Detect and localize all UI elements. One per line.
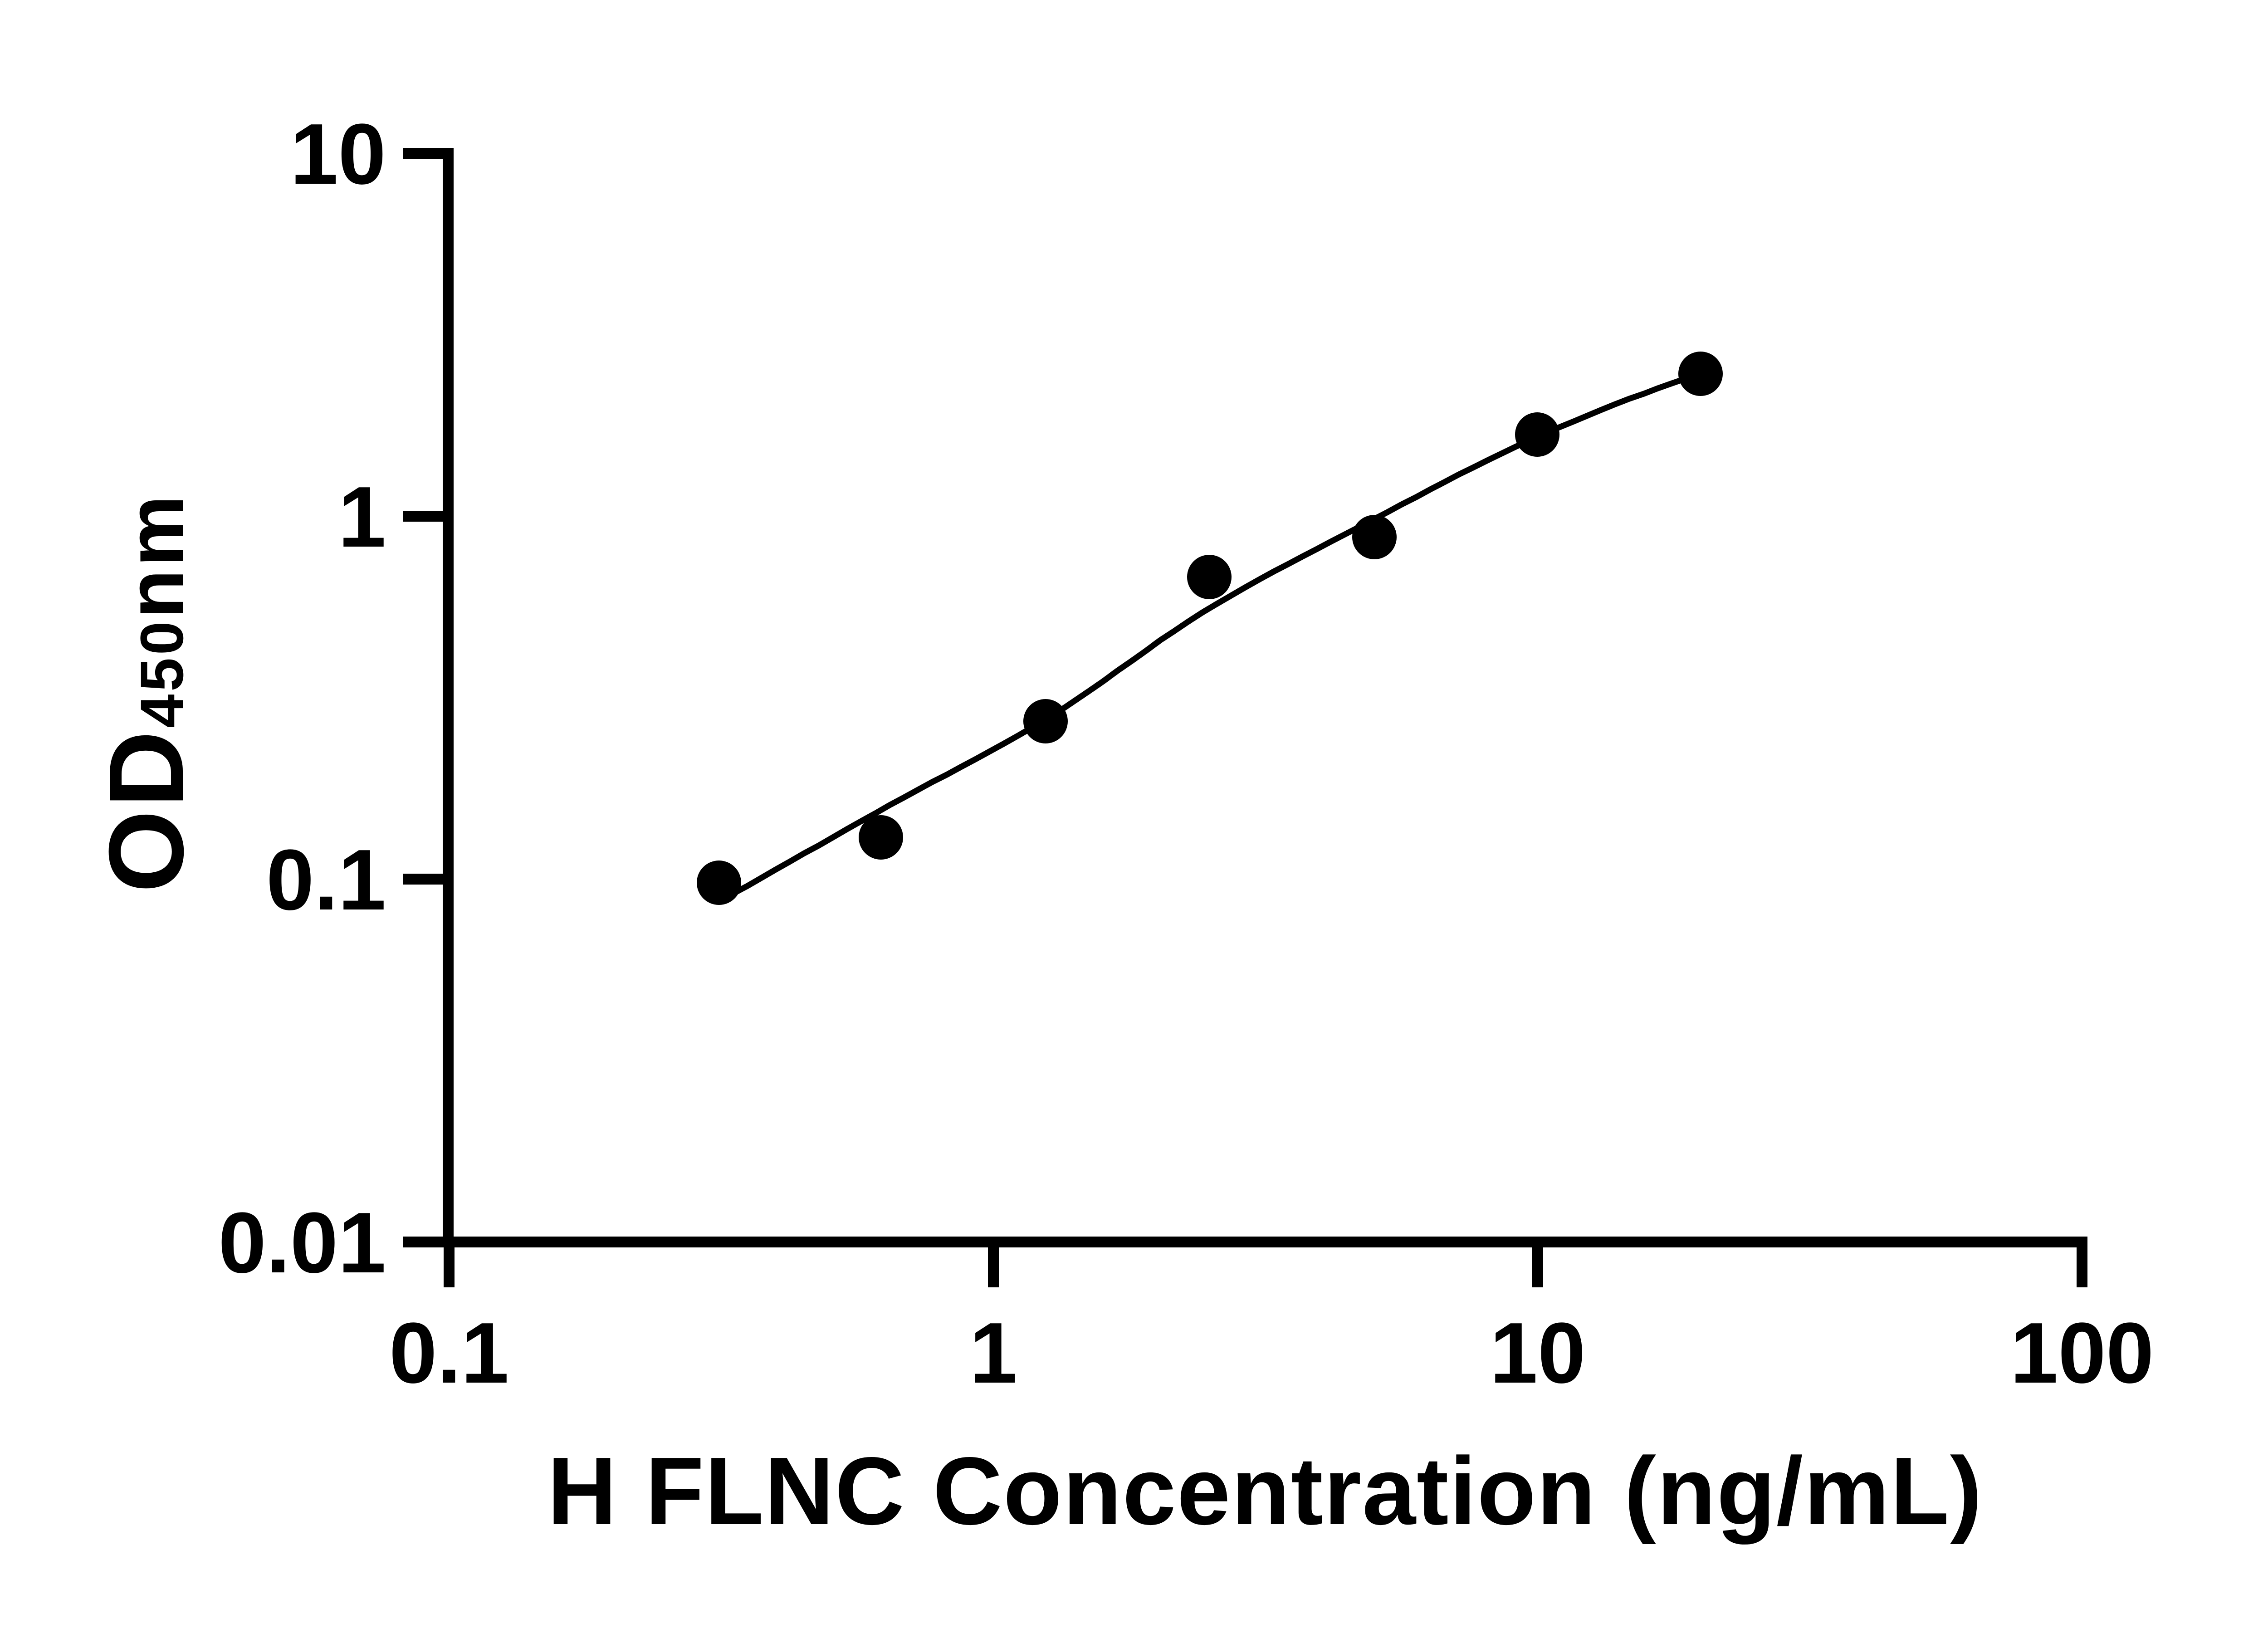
svg-text:0.1: 0.1: [266, 832, 386, 928]
svg-text:10: 10: [290, 106, 386, 202]
svg-text:H FLNC Concentration (ng/mL): H FLNC Concentration (ng/mL): [547, 1437, 1983, 1545]
svg-text:10: 10: [1490, 1305, 1585, 1401]
svg-text:1: 1: [338, 469, 386, 565]
svg-text:100: 100: [2010, 1305, 2154, 1401]
svg-text:OD450nm: OD450nm: [87, 493, 205, 893]
svg-text:1: 1: [969, 1305, 1017, 1401]
svg-text:0.01: 0.01: [218, 1195, 386, 1291]
svg-text:0.1: 0.1: [389, 1305, 509, 1401]
